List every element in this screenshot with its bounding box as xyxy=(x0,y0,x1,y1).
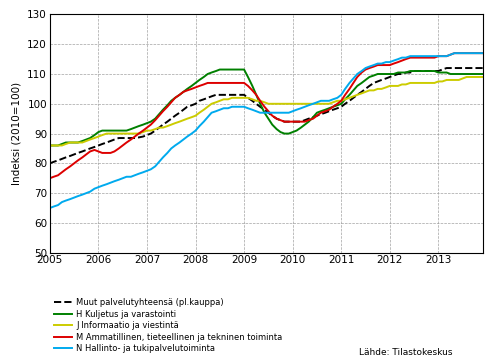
Y-axis label: Indeksi (2010=100): Indeksi (2010=100) xyxy=(12,82,22,185)
Legend: Muut palvelutyhteensä (pl.kauppa), H Kuljetus ja varastointi, J Informaatio ja v: Muut palvelutyhteensä (pl.kauppa), H Kul… xyxy=(54,298,283,353)
Text: Lähde: Tilastokeskus: Lähde: Tilastokeskus xyxy=(359,348,452,357)
